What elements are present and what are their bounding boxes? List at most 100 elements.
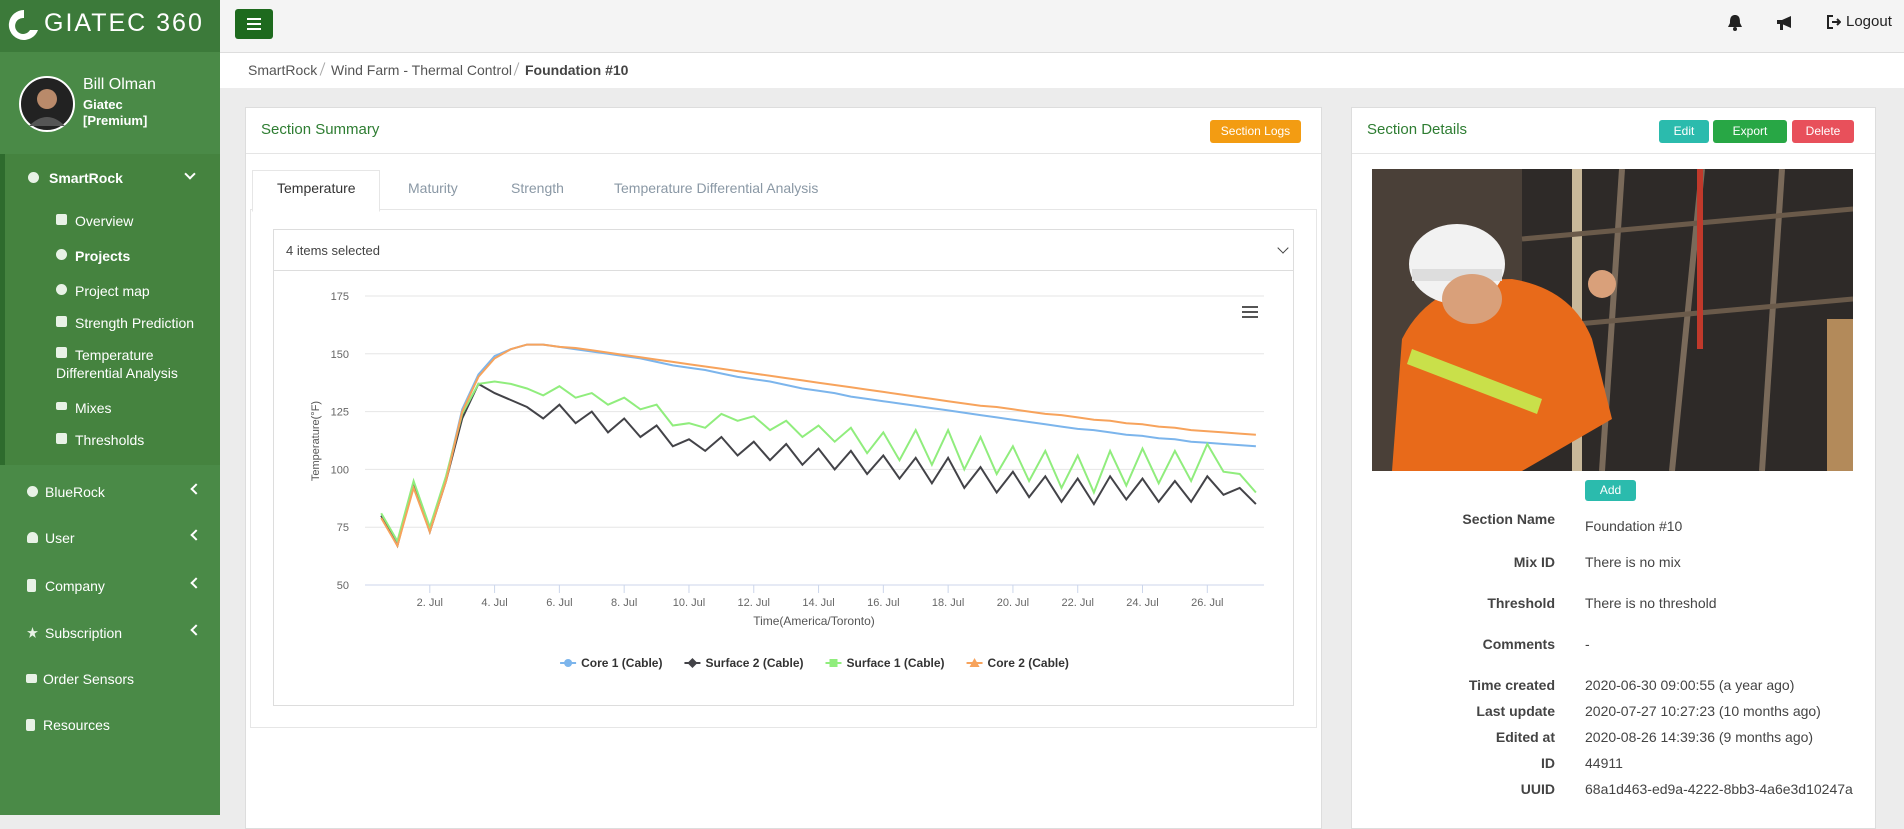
field-label: Mix ID bbox=[1513, 554, 1555, 570]
chart-menu[interactable] bbox=[1242, 306, 1258, 318]
nav-subitem[interactable]: Overview bbox=[75, 213, 134, 229]
menu-toggle[interactable] bbox=[235, 9, 273, 39]
panel-title: Section Summary bbox=[261, 121, 380, 138]
field-label: Edited at bbox=[1495, 729, 1555, 745]
field-label: UUID bbox=[1520, 781, 1555, 797]
breadcrumb-link[interactable]: Wind Farm - Thermal Control bbox=[331, 62, 513, 78]
y-tick-label: 50 bbox=[337, 580, 349, 592]
legend-item[interactable]: Surface 1 (Cable) bbox=[825, 656, 945, 670]
field-value: 2020-06-30 09:00:55 (a year ago) bbox=[1585, 677, 1795, 693]
icon bbox=[56, 347, 67, 358]
nav-item[interactable]: Resources bbox=[43, 717, 110, 733]
tab[interactable]: Strength bbox=[511, 180, 564, 196]
series-line bbox=[380, 343, 1256, 546]
tab[interactable]: Temperature bbox=[277, 180, 356, 196]
icon bbox=[56, 214, 67, 225]
legend-label: Core 2 (Cable) bbox=[988, 656, 1069, 670]
legend-label: Surface 1 (Cable) bbox=[847, 656, 945, 670]
breadcrumb-link[interactable]: SmartRock bbox=[248, 62, 318, 78]
active-indicator bbox=[0, 154, 5, 465]
x-tick-label: 2. Jul bbox=[417, 597, 443, 609]
legend-label: Surface 2 (Cable) bbox=[705, 656, 803, 670]
field-value: - bbox=[1585, 636, 1590, 652]
nav-item[interactable]: BlueRock bbox=[45, 484, 105, 500]
brand-bar bbox=[0, 0, 220, 52]
section-logs-button[interactable]: Section Logs bbox=[1210, 120, 1301, 143]
field-value: There is no threshold bbox=[1585, 595, 1717, 611]
nav-item[interactable]: Company bbox=[45, 578, 105, 594]
brand-name[interactable]: GIATEC 360 bbox=[44, 9, 204, 37]
add-photo-button[interactable]: Add bbox=[1585, 480, 1636, 501]
nav-item[interactable]: Order Sensors bbox=[43, 671, 135, 687]
icon bbox=[26, 674, 37, 683]
user-company: Giatec [Premium] bbox=[83, 97, 148, 128]
nav-subitem[interactable]: Thresholds bbox=[75, 432, 145, 448]
tab-content bbox=[250, 209, 1317, 728]
x-tick-label: 8. Jul bbox=[611, 597, 637, 609]
series-select[interactable] bbox=[273, 229, 1294, 272]
x-tick-label: 16. Jul bbox=[867, 597, 899, 609]
nav-item[interactable]: SmartRock bbox=[49, 170, 123, 186]
tab[interactable]: Temperature Differential Analysis bbox=[614, 180, 819, 196]
x-tick-label: 24. Jul bbox=[1126, 597, 1158, 609]
y-axis-title: Temperature(°F) bbox=[310, 401, 322, 481]
edit-button[interactable]: Edit bbox=[1659, 120, 1709, 143]
tab[interactable]: Maturity bbox=[408, 180, 458, 196]
export-button[interactable]: Export bbox=[1713, 120, 1787, 143]
active-group bbox=[5, 154, 220, 465]
field-label: Comments bbox=[1482, 636, 1555, 652]
announcements-icon[interactable] bbox=[1776, 15, 1794, 31]
field-value: 68a1d463-ed9a-4222-8bb3-4a6e3d10247a bbox=[1585, 781, 1853, 797]
nav-subitem[interactable]: Projects bbox=[75, 248, 131, 264]
icon bbox=[56, 316, 67, 327]
nav-subitem[interactable]: Project map bbox=[75, 283, 150, 299]
icon bbox=[27, 532, 38, 543]
x-tick-label: 6. Jul bbox=[546, 597, 572, 609]
y-tick-label: 175 bbox=[331, 291, 349, 303]
nav-subitem[interactable]: Temperature Differential Analysis bbox=[56, 347, 178, 381]
user-name: Bill Olman bbox=[83, 76, 156, 93]
breadcrumb-bar bbox=[220, 53, 1904, 88]
chart: Temperature(°F) Time(America/Toronto) 50… bbox=[273, 270, 1294, 706]
nav-item[interactable]: User bbox=[45, 530, 75, 546]
nav-subitem[interactable]: Strength Prediction bbox=[75, 315, 195, 331]
brand-logo bbox=[8, 9, 38, 40]
y-tick-label: 125 bbox=[331, 407, 349, 419]
icon bbox=[26, 719, 35, 731]
legend-item[interactable]: Surface 2 (Cable) bbox=[684, 656, 804, 670]
panel-divider bbox=[1352, 153, 1875, 154]
icon bbox=[56, 284, 67, 295]
legend-marker bbox=[829, 659, 838, 667]
series-line bbox=[380, 380, 1257, 544]
field-label: Last update bbox=[1476, 703, 1555, 719]
logout-icon bbox=[1827, 15, 1841, 29]
field-value: 44911 bbox=[1585, 755, 1623, 771]
legend-item[interactable]: Core 1 (Cable) bbox=[560, 656, 662, 670]
section-photo bbox=[1372, 169, 1853, 471]
active-tab bbox=[252, 170, 380, 212]
x-tick-label: 4. Jul bbox=[481, 597, 507, 609]
field-label: Section Name bbox=[1462, 511, 1555, 527]
nav-subitem[interactable]: Mixes bbox=[75, 400, 112, 416]
legend-item[interactable]: Core 2 (Cable) bbox=[966, 656, 1069, 670]
icon bbox=[27, 486, 38, 497]
legend-marker bbox=[564, 659, 573, 667]
nav-item[interactable]: Subscription bbox=[45, 625, 123, 641]
y-tick-label: 100 bbox=[331, 464, 349, 476]
series-line bbox=[380, 343, 1256, 549]
y-tick-label: 75 bbox=[337, 522, 349, 534]
icon bbox=[28, 172, 39, 183]
field-value: 2020-07-27 10:27:23 (10 months ago) bbox=[1585, 703, 1821, 719]
series-line bbox=[380, 382, 1257, 549]
icon bbox=[56, 249, 67, 260]
delete-button[interactable]: Delete bbox=[1792, 120, 1854, 143]
panel-title: Section Details bbox=[1367, 121, 1468, 138]
field-value: There is no mix bbox=[1585, 554, 1681, 570]
x-tick-label: 14. Jul bbox=[802, 597, 834, 609]
logout[interactable]: Logout bbox=[1846, 13, 1892, 30]
notifications-icon[interactable] bbox=[1727, 14, 1743, 32]
x-axis-title: Time(America/Toronto) bbox=[753, 614, 875, 628]
panel-divider bbox=[246, 153, 1321, 154]
